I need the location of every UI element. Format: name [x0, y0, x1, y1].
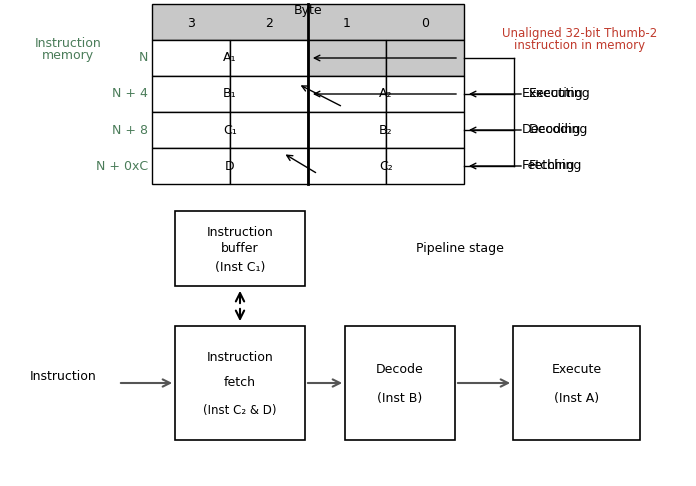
Text: A₂: A₂	[379, 87, 393, 101]
Text: D: D	[226, 159, 235, 173]
Text: A₁: A₁	[223, 52, 237, 65]
Bar	[386, 76, 464, 112]
Text: Decode: Decode	[376, 363, 424, 376]
Bar	[308, 112, 386, 148]
Text: Instruction: Instruction	[35, 37, 102, 51]
Bar	[152, 76, 230, 112]
Bar	[308, 40, 386, 76]
Text: 2: 2	[265, 17, 273, 31]
Text: Decoding: Decoding	[522, 123, 581, 137]
Text: N: N	[139, 52, 148, 65]
Text: memory: memory	[42, 50, 94, 63]
Text: N + 4: N + 4	[112, 87, 148, 101]
Text: Pipeline stage: Pipeline stage	[416, 242, 504, 255]
Bar	[230, 76, 308, 112]
Bar	[230, 112, 308, 148]
Text: B₁: B₁	[223, 87, 237, 101]
Text: 0: 0	[421, 17, 429, 31]
Text: fetch: fetch	[224, 377, 256, 389]
Bar	[152, 40, 230, 76]
Bar	[308, 148, 386, 184]
Text: instruction in memory: instruction in memory	[514, 39, 646, 52]
Text: N + 0xC: N + 0xC	[96, 159, 148, 173]
Text: (Inst A): (Inst A)	[554, 393, 599, 405]
Text: C₁: C₁	[223, 123, 237, 137]
Bar	[175, 211, 305, 286]
Bar	[175, 326, 305, 440]
Text: 3: 3	[187, 17, 195, 31]
Text: Execute: Execute	[551, 363, 601, 376]
Text: Instruction: Instruction	[207, 226, 274, 239]
Bar	[230, 148, 308, 184]
Bar	[345, 326, 455, 440]
Bar	[230, 40, 308, 76]
Text: (Inst C₁): (Inst C₁)	[215, 261, 265, 274]
Text: Executing: Executing	[529, 87, 591, 101]
Text: (Inst C₂ & D): (Inst C₂ & D)	[203, 404, 277, 417]
Text: N + 8: N + 8	[112, 123, 148, 137]
Bar	[152, 112, 230, 148]
Text: Fetching: Fetching	[522, 159, 576, 173]
Text: Fetching: Fetching	[529, 159, 583, 173]
Text: 1: 1	[343, 17, 351, 31]
Text: buffer: buffer	[221, 242, 259, 255]
Text: Instruction: Instruction	[30, 370, 97, 383]
Bar	[513, 326, 640, 440]
Text: Decoding: Decoding	[529, 123, 588, 137]
Bar	[386, 40, 464, 76]
Bar	[386, 148, 464, 184]
Text: Unaligned 32-bit Thumb-2: Unaligned 32-bit Thumb-2	[503, 28, 658, 40]
Text: Executing: Executing	[522, 87, 584, 101]
Text: B₂: B₂	[379, 123, 393, 137]
Bar	[152, 148, 230, 184]
Text: (Inst B): (Inst B)	[377, 393, 422, 405]
Bar	[386, 112, 464, 148]
Text: Instruction: Instruction	[207, 351, 274, 364]
Bar	[308, 76, 386, 112]
Text: C₂: C₂	[379, 159, 393, 173]
Text: Byte: Byte	[294, 4, 322, 17]
Bar	[152, 4, 464, 40]
